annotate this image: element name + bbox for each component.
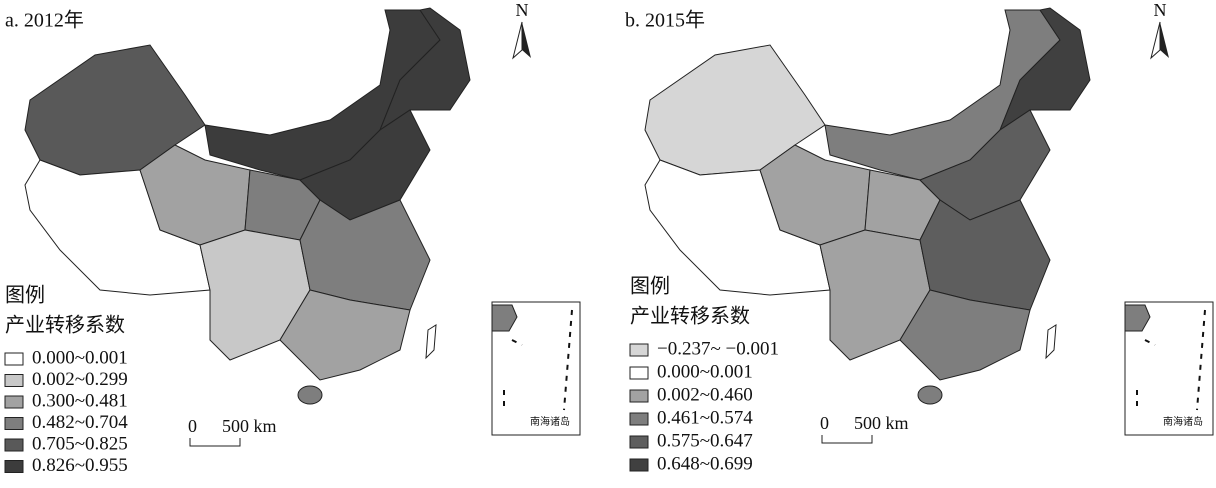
north-arrow xyxy=(522,22,531,58)
province-region xyxy=(24,159,211,296)
legend-label: 0.300~0.481 xyxy=(32,390,128,411)
legend-label: 0.826~0.955 xyxy=(32,455,128,476)
legend-label: 0.705~0.825 xyxy=(32,433,128,454)
scale-label: 500 km xyxy=(854,413,909,433)
legend-label: 0.002~0.460 xyxy=(657,384,753,405)
scale-bar xyxy=(821,435,873,444)
legend-swatch xyxy=(4,352,24,366)
hainan-region xyxy=(917,385,943,405)
legend-label: 0.482~0.704 xyxy=(32,412,128,433)
inset-dash xyxy=(503,309,573,411)
taiwan-region xyxy=(425,324,437,360)
province-region xyxy=(644,159,831,296)
legend-subtitle: 产业转移系数 xyxy=(630,305,750,328)
legend-title: 图例 xyxy=(630,275,670,298)
legend-label: 0.002~0.299 xyxy=(32,369,128,390)
legend-swatch xyxy=(4,374,24,387)
inset-coast xyxy=(1124,304,1151,332)
scale-zero: 0 xyxy=(188,416,197,436)
legend-title: 图例 xyxy=(5,284,45,307)
legend-subtitle: 产业转移系数 xyxy=(5,314,125,337)
north-arrow xyxy=(512,21,523,60)
legend-swatch xyxy=(629,366,649,380)
north-label: N xyxy=(1154,0,1167,20)
legend-swatch xyxy=(4,417,24,430)
scale-label: 500 km xyxy=(222,416,277,436)
inset-coast xyxy=(491,304,518,332)
legend-swatch xyxy=(629,435,649,449)
legend-swatch xyxy=(4,460,24,473)
inset-label: 南海诸岛 xyxy=(530,415,570,428)
legend-swatch xyxy=(4,438,24,452)
legend-swatch xyxy=(629,389,649,403)
north-arrow xyxy=(1160,22,1169,58)
legend-label: 0.000~0.001 xyxy=(32,347,128,368)
legend-label: −0.237~ −0.001 xyxy=(657,338,779,359)
legend-label: 0.461~0.574 xyxy=(657,407,753,428)
taiwan-region xyxy=(1045,324,1057,360)
legend-swatch xyxy=(629,458,649,472)
hainan-region xyxy=(297,385,323,405)
north-label: N xyxy=(516,0,529,20)
north-arrow xyxy=(1150,21,1161,60)
legend-swatch xyxy=(4,395,24,409)
scale-zero: 0 xyxy=(820,413,829,433)
inset-dash xyxy=(1136,309,1206,411)
inset-label: 南海诸岛 xyxy=(1163,415,1203,428)
legend-label: 0.648~0.699 xyxy=(657,453,753,474)
legend-label: 0.000~0.001 xyxy=(657,361,753,382)
legend-label: 0.575~0.647 xyxy=(657,430,753,451)
legend-swatch xyxy=(629,343,649,357)
legend-swatch xyxy=(629,412,649,426)
province-region xyxy=(899,289,1031,381)
panel-title: b. 2015年 xyxy=(625,9,705,32)
panel-title: a. 2012年 xyxy=(5,9,84,32)
map-panel: a. 2012年图例产业转移系数0.000~0.0010.002~0.2990.… xyxy=(4,0,581,476)
scale-bar xyxy=(189,438,241,447)
province-region xyxy=(279,289,411,381)
